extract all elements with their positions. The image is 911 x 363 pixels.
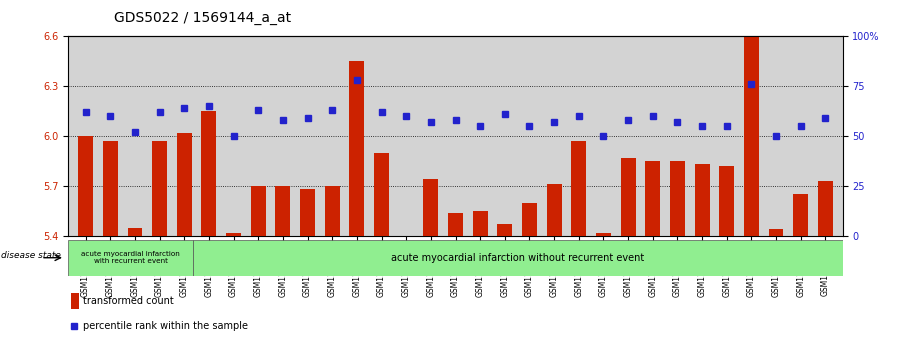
Bar [670,161,685,236]
Bar [571,141,586,236]
Bar [547,184,561,236]
Bar [695,164,710,236]
Bar [374,153,389,236]
Bar [818,181,833,236]
Bar [201,111,216,236]
Text: percentile rank within the sample: percentile rank within the sample [83,321,248,331]
Bar [424,179,438,236]
Bar [522,203,537,236]
Bar [596,233,611,236]
Bar [275,186,291,236]
Bar [769,229,783,236]
Bar [71,293,79,309]
Bar [177,133,191,236]
Bar [793,194,808,236]
Bar [325,186,340,236]
Bar [620,158,636,236]
Bar [645,161,660,236]
Bar [152,141,167,236]
Bar [497,224,512,236]
Bar [720,166,734,236]
Text: acute myocardial infarction
with recurrent event: acute myocardial infarction with recurre… [81,251,180,264]
Bar [300,189,315,236]
Text: transformed count: transformed count [83,295,174,306]
Bar [350,61,364,236]
Text: acute myocardial infarction without recurrent event: acute myocardial infarction without recu… [392,253,645,263]
Bar [448,213,463,236]
Bar [226,233,241,236]
Bar [744,36,759,236]
Text: GDS5022 / 1569144_a_at: GDS5022 / 1569144_a_at [114,11,291,25]
Text: disease state: disease state [2,252,61,260]
Bar [399,236,414,249]
Bar [251,186,266,236]
Bar [103,141,118,236]
Bar [473,211,487,236]
FancyBboxPatch shape [68,240,193,276]
Bar [128,228,142,236]
FancyBboxPatch shape [193,240,843,276]
Bar [78,136,93,236]
